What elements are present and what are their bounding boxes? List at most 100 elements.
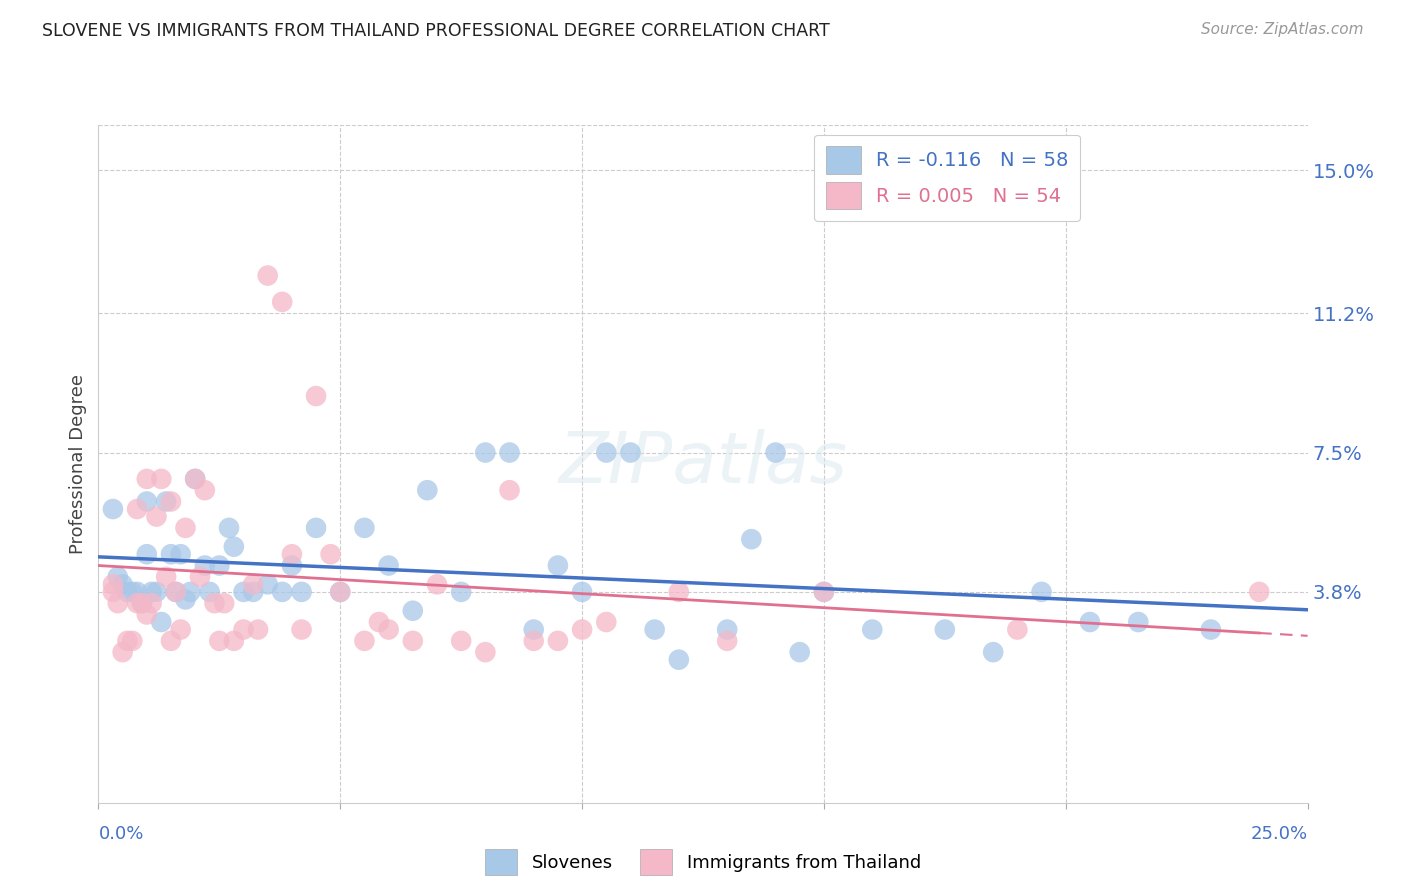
Point xyxy=(765,445,787,459)
Point xyxy=(305,389,328,403)
Point xyxy=(145,585,167,599)
Point xyxy=(141,596,163,610)
Point xyxy=(218,521,240,535)
Point xyxy=(107,596,129,610)
Point xyxy=(165,585,187,599)
Point xyxy=(169,547,191,561)
Point xyxy=(131,596,153,610)
Point xyxy=(474,645,496,659)
Point xyxy=(242,585,264,599)
Point xyxy=(571,623,593,637)
Point xyxy=(212,596,235,610)
Point xyxy=(135,494,157,508)
Point xyxy=(165,585,187,599)
Point xyxy=(353,521,375,535)
Point xyxy=(256,577,278,591)
Point xyxy=(789,645,811,659)
Point xyxy=(547,633,569,648)
Point xyxy=(981,645,1004,659)
Point xyxy=(402,604,425,618)
Point xyxy=(179,585,201,599)
Point xyxy=(523,633,546,648)
Point xyxy=(416,483,439,498)
Point xyxy=(111,577,134,591)
Point xyxy=(571,585,593,599)
Point xyxy=(232,585,254,599)
Point xyxy=(668,585,690,599)
Point xyxy=(1249,585,1271,599)
Point xyxy=(208,633,231,648)
Point xyxy=(208,558,231,573)
Point xyxy=(305,521,328,535)
Point xyxy=(174,592,197,607)
Point xyxy=(222,633,245,648)
Point xyxy=(1031,585,1053,599)
Point xyxy=(101,577,124,591)
Point xyxy=(150,472,173,486)
Point xyxy=(1199,623,1222,637)
Legend: Slovenes, Immigrants from Thailand: Slovenes, Immigrants from Thailand xyxy=(478,842,928,882)
Point xyxy=(290,623,312,637)
Point xyxy=(377,623,399,637)
Point xyxy=(242,577,264,591)
Point xyxy=(281,547,304,561)
Point xyxy=(860,623,883,637)
Point xyxy=(135,607,157,622)
Point xyxy=(127,502,149,516)
Point xyxy=(281,558,304,573)
Point xyxy=(160,547,183,561)
Point xyxy=(1007,623,1029,637)
Point xyxy=(426,577,449,591)
Point xyxy=(107,570,129,584)
Point xyxy=(319,547,342,561)
Point xyxy=(127,596,149,610)
Point xyxy=(813,585,835,599)
Point xyxy=(247,623,270,637)
Point xyxy=(155,570,177,584)
Point xyxy=(194,558,217,573)
Point xyxy=(619,445,641,459)
Text: 0.0%: 0.0% xyxy=(98,825,143,843)
Point xyxy=(174,521,197,535)
Point xyxy=(353,633,375,648)
Point xyxy=(232,623,254,637)
Point xyxy=(740,532,762,546)
Point xyxy=(716,633,738,648)
Point xyxy=(188,570,211,584)
Point xyxy=(290,585,312,599)
Point xyxy=(498,483,520,498)
Point xyxy=(271,294,294,309)
Point xyxy=(145,509,167,524)
Point xyxy=(198,585,221,599)
Point xyxy=(101,585,124,599)
Point xyxy=(595,615,617,629)
Point xyxy=(329,585,352,599)
Point xyxy=(256,268,278,283)
Point xyxy=(368,615,391,629)
Point xyxy=(450,633,472,648)
Point xyxy=(121,633,143,648)
Point xyxy=(402,633,425,648)
Point xyxy=(523,623,546,637)
Text: Source: ZipAtlas.com: Source: ZipAtlas.com xyxy=(1201,22,1364,37)
Point xyxy=(117,585,139,599)
Point xyxy=(450,585,472,599)
Point xyxy=(160,494,183,508)
Text: SLOVENE VS IMMIGRANTS FROM THAILAND PROFESSIONAL DEGREE CORRELATION CHART: SLOVENE VS IMMIGRANTS FROM THAILAND PROF… xyxy=(42,22,830,40)
Point xyxy=(184,472,207,486)
Point xyxy=(1078,615,1101,629)
Y-axis label: Professional Degree: Professional Degree xyxy=(69,374,87,554)
Point xyxy=(204,596,226,610)
Point xyxy=(474,445,496,459)
Point xyxy=(1128,615,1150,629)
Point xyxy=(813,585,835,599)
Point xyxy=(668,653,690,667)
Point xyxy=(716,623,738,637)
Text: ZIPatlas: ZIPatlas xyxy=(558,429,848,499)
Point xyxy=(155,494,177,508)
Point xyxy=(595,445,617,459)
Point xyxy=(111,645,134,659)
Text: 25.0%: 25.0% xyxy=(1250,825,1308,843)
Point xyxy=(644,623,666,637)
Point xyxy=(101,502,124,516)
